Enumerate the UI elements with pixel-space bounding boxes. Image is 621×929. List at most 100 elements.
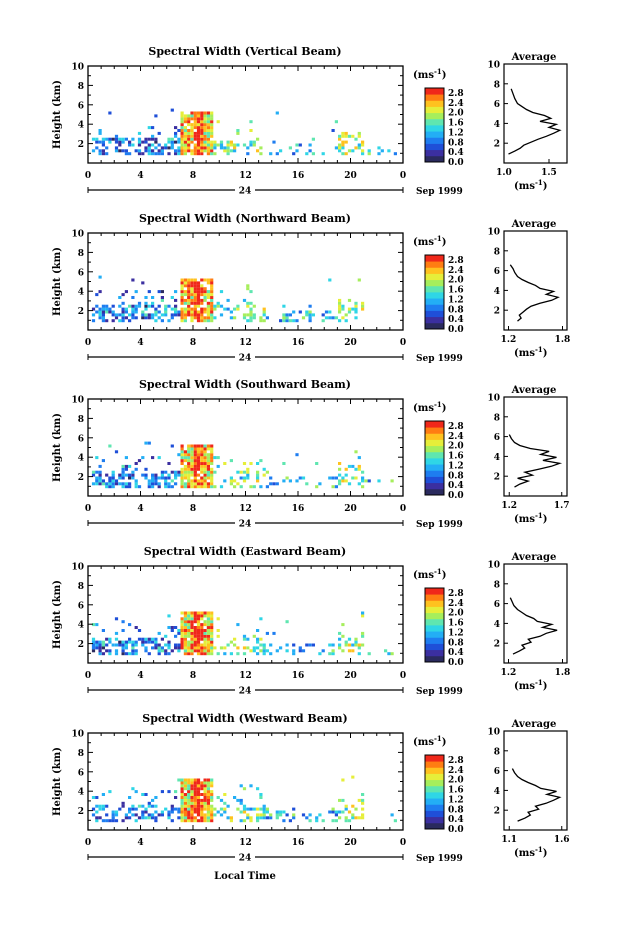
average-profile-line — [508, 88, 562, 155]
heatmap-cell — [206, 152, 210, 156]
heatmap-cell — [187, 467, 191, 471]
heatmap-cell — [121, 629, 125, 632]
heatmap-cell — [347, 307, 352, 311]
heatmap-cell — [344, 131, 348, 135]
heatmap-cell — [193, 450, 197, 454]
heatmap-cell — [285, 643, 289, 647]
heatmap-cell — [147, 637, 151, 641]
heatmap-cell — [338, 482, 342, 486]
heatmap-cell — [357, 652, 361, 656]
heatmap-cell — [206, 798, 210, 802]
heatmap-cell — [170, 485, 174, 489]
heatmap-cell — [105, 804, 109, 808]
heatmap-cell — [318, 813, 322, 817]
heatmap-cell — [246, 470, 250, 474]
heatmap-cell — [203, 143, 207, 147]
heatmap-cell — [196, 293, 201, 297]
heatmap-cell — [196, 637, 201, 641]
heatmap-cell — [229, 819, 233, 823]
heatmap-cell — [180, 640, 184, 644]
heatmap-cell — [203, 131, 207, 135]
heatmap-cell — [124, 149, 128, 153]
heatmap-cell — [256, 646, 260, 650]
heatmap-cell — [256, 137, 260, 141]
heatmap-cell — [174, 626, 178, 629]
heatmap-cell — [246, 304, 250, 308]
avg-x-tick-label: 1.7 — [554, 501, 570, 511]
heatmap-cell — [210, 120, 214, 124]
heatmap-cell — [187, 146, 191, 150]
heatmap-cell — [180, 447, 184, 451]
heatmap-cell — [183, 134, 187, 138]
heatmap-cell — [180, 278, 184, 282]
heatmap-cell — [206, 629, 210, 632]
heatmap-cell — [121, 485, 125, 489]
heatmap-cell — [95, 646, 99, 650]
heatmap-cell — [187, 629, 191, 632]
heatmap-cell — [134, 307, 138, 311]
heatmap-cell — [193, 634, 197, 638]
heatmap-cell — [174, 807, 178, 811]
heatmap-cell — [118, 476, 122, 480]
heatmap-cell — [101, 807, 105, 811]
heatmap-cell — [183, 131, 187, 135]
heatmap-cell — [239, 801, 243, 805]
heatmap-cell — [137, 816, 142, 820]
heatmap-cell — [236, 470, 240, 474]
heatmap-cell — [187, 798, 191, 802]
heatmap-cell — [91, 307, 96, 311]
heatmap-cell — [344, 473, 348, 477]
heatmap-cell — [206, 137, 210, 141]
heatmap-cell — [190, 114, 194, 118]
heatmap-cell — [154, 640, 158, 644]
heatmap-cell — [95, 816, 99, 820]
avg-unit-close: ) — [543, 181, 548, 192]
heatmap-cell — [203, 620, 207, 624]
heatmap-cell — [187, 631, 191, 635]
heatmap-cell — [262, 319, 266, 323]
heatmap-cell — [196, 140, 201, 144]
x-tick-label: 8 — [190, 338, 196, 348]
heatmap-cell — [203, 649, 207, 653]
heatmap-cell — [259, 146, 263, 150]
heatmap-cell — [190, 646, 194, 650]
heatmap-cell — [338, 310, 342, 314]
heatmap-cell — [347, 643, 352, 647]
heatmap-cell — [124, 485, 128, 489]
heatmap-cell — [354, 450, 358, 454]
heatmap-cell — [183, 284, 187, 288]
heatmap-cell — [318, 482, 322, 486]
heatmap-cell — [387, 149, 391, 153]
x-tick-label: 20 — [344, 838, 357, 848]
heatmap-cell — [151, 313, 155, 317]
heatmap-cell — [190, 284, 194, 288]
heatmap-cell — [361, 634, 365, 638]
heatmap-cell — [200, 278, 204, 282]
heatmap-cell — [203, 784, 207, 788]
heatmap-cell — [223, 146, 227, 150]
colorbar-swatch — [425, 137, 444, 144]
heatmap-cell — [187, 640, 191, 644]
heatmap-cell — [196, 444, 201, 448]
heatmap-cell — [210, 623, 214, 627]
heatmap-cell — [187, 485, 191, 489]
heatmap-cell — [341, 634, 345, 638]
heatmap-cell — [265, 485, 269, 489]
heatmap-cell — [190, 617, 194, 621]
heatmap-cell — [210, 304, 214, 308]
heatmap-cell — [121, 470, 125, 474]
heatmap-cell — [239, 810, 243, 814]
heatmap-cell — [183, 293, 187, 297]
heatmap-cell — [210, 319, 214, 323]
heatmap-cell — [196, 123, 201, 127]
colorbar-swatch — [425, 637, 444, 644]
heatmap-cell — [193, 310, 197, 314]
heatmap-cell — [308, 813, 312, 817]
heatmap-cell — [111, 473, 115, 477]
heatmap-cell — [246, 807, 250, 811]
heatmap-cell — [196, 134, 201, 138]
heatmap-cell — [210, 131, 214, 135]
heatmap-cell — [196, 137, 201, 141]
heatmap-cell — [167, 816, 171, 820]
heatmap-cell — [210, 126, 214, 130]
